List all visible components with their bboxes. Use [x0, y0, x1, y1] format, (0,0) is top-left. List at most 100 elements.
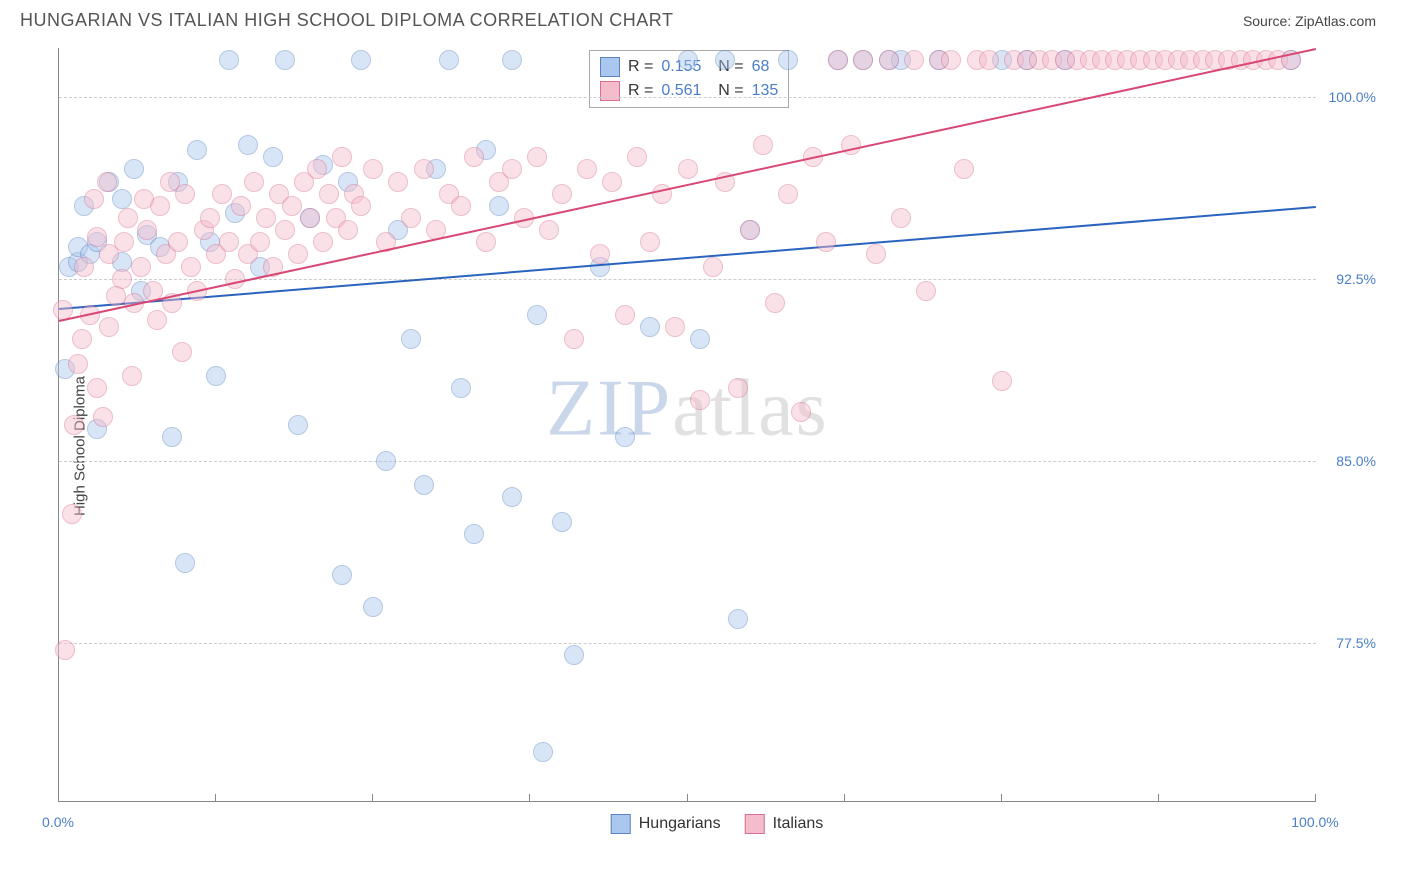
data-point [219, 50, 239, 70]
data-point [627, 147, 647, 167]
data-point [162, 427, 182, 447]
data-point [68, 354, 88, 374]
data-point [160, 172, 180, 192]
data-point [131, 257, 151, 277]
data-point [527, 147, 547, 167]
legend-label-hungarians: Hungarians [639, 815, 721, 833]
data-point [74, 257, 94, 277]
plot-area: ZIPatlas R = 0.155 N = 68 R = 0.561 N = … [58, 48, 1316, 802]
data-point [502, 487, 522, 507]
x-tick [58, 794, 59, 802]
data-point [778, 184, 798, 204]
data-point [539, 220, 559, 240]
data-point [451, 378, 471, 398]
data-point [401, 329, 421, 349]
gridline [59, 643, 1316, 644]
data-point [891, 208, 911, 228]
data-point [816, 232, 836, 252]
data-point [282, 196, 302, 216]
x-tick [1001, 794, 1002, 802]
data-point [363, 159, 383, 179]
data-point [602, 172, 622, 192]
gridline [59, 97, 1316, 98]
stats-row-italians: R = 0.561 N = 135 [600, 79, 778, 103]
x-tick [1315, 794, 1316, 802]
data-point [168, 232, 188, 252]
data-point [904, 50, 924, 70]
data-point [564, 329, 584, 349]
data-point [238, 135, 258, 155]
data-point [300, 208, 320, 228]
data-point [828, 50, 848, 70]
legend-item-italians: Italians [745, 814, 824, 834]
header: HUNGARIAN VS ITALIAN HIGH SCHOOL DIPLOMA… [0, 0, 1406, 41]
data-point [916, 281, 936, 301]
data-point [87, 227, 107, 247]
data-point [533, 742, 553, 762]
data-point [690, 390, 710, 410]
data-point [307, 159, 327, 179]
y-tick-label: 85.0% [1336, 453, 1376, 469]
data-point [388, 172, 408, 192]
data-point [172, 342, 192, 362]
data-point [62, 504, 82, 524]
data-point [332, 565, 352, 585]
data-point [212, 184, 232, 204]
swatch-hungarians-bottom [611, 814, 631, 834]
data-point [351, 50, 371, 70]
data-point [853, 50, 873, 70]
data-point [640, 232, 660, 252]
data-point [338, 220, 358, 240]
data-point [841, 135, 861, 155]
data-point [401, 208, 421, 228]
data-point [55, 640, 75, 660]
data-point [640, 317, 660, 337]
data-point [866, 244, 886, 264]
y-tick-label: 92.5% [1336, 271, 1376, 287]
data-point [118, 208, 138, 228]
y-tick-label: 100.0% [1329, 89, 1376, 105]
data-point [527, 305, 547, 325]
data-point [87, 378, 107, 398]
data-point [489, 196, 509, 216]
x-tick [215, 794, 216, 802]
data-point [552, 184, 572, 204]
data-point [590, 244, 610, 264]
data-point [147, 310, 167, 330]
data-point [941, 50, 961, 70]
data-point [187, 140, 207, 160]
data-point [665, 317, 685, 337]
x-tick [844, 794, 845, 802]
data-point [319, 184, 339, 204]
data-point [288, 415, 308, 435]
data-point [979, 50, 999, 70]
data-point [753, 135, 773, 155]
data-point [476, 232, 496, 252]
data-point [93, 407, 113, 427]
data-point [288, 244, 308, 264]
data-point [765, 293, 785, 313]
data-point [175, 553, 195, 573]
data-point [351, 196, 371, 216]
data-point [439, 50, 459, 70]
data-point [577, 159, 597, 179]
data-point [275, 50, 295, 70]
legend-bottom: Hungarians Italians [611, 814, 824, 834]
x-tick-label: 100.0% [1291, 814, 1338, 830]
data-point [414, 475, 434, 495]
data-point [219, 232, 239, 252]
data-point [879, 50, 899, 70]
swatch-hungarians [600, 57, 620, 77]
chart-container: ZIPatlas R = 0.155 N = 68 R = 0.561 N = … [48, 48, 1386, 852]
data-point [114, 232, 134, 252]
data-point [256, 208, 276, 228]
data-point [678, 159, 698, 179]
data-point [502, 50, 522, 70]
data-point [690, 329, 710, 349]
x-tick [372, 794, 373, 802]
data-point [564, 645, 584, 665]
data-point [715, 50, 735, 70]
data-point [244, 172, 264, 192]
n-value-hungarians: 68 [752, 58, 770, 76]
data-point [464, 147, 484, 167]
